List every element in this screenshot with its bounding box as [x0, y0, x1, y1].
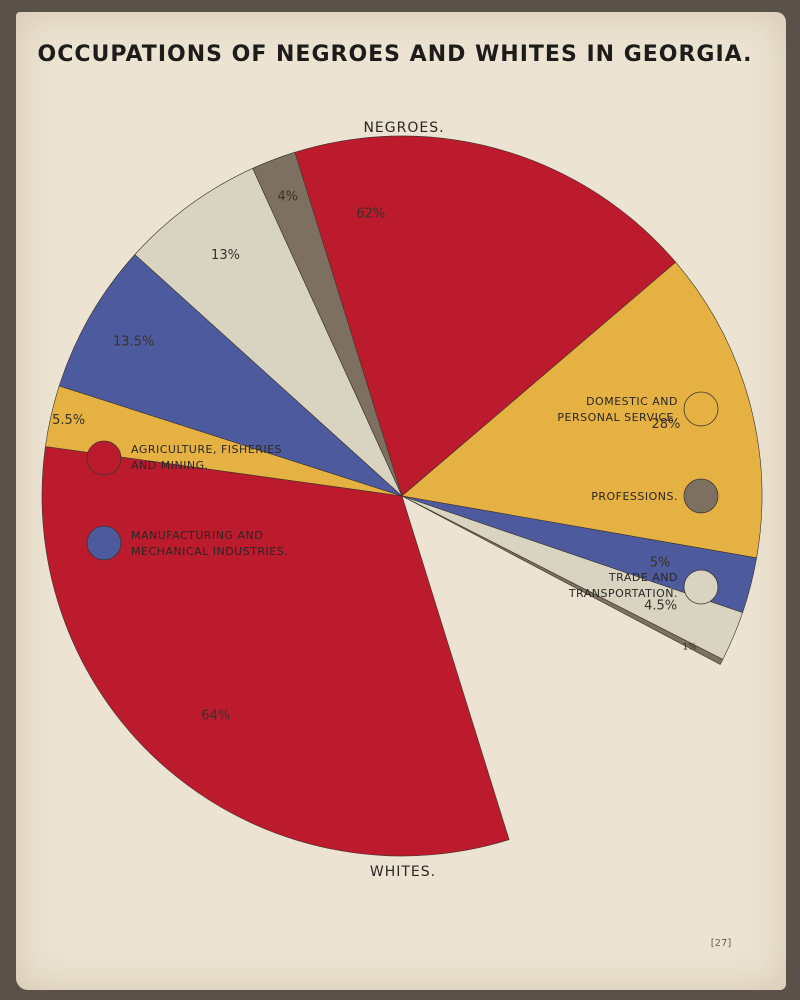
slice-label-negroes-domestic: 28%: [651, 417, 680, 432]
slice-label-whites-domestic: 5.5%: [52, 413, 85, 428]
legend-label-domestic: DOMESTIC AND: [586, 395, 678, 408]
slice-labels: 62% 28% 5% 4.5% 1% 64% 5.5% 13.5% 13% 4%: [52, 190, 697, 724]
pie-slices: [41, 135, 763, 857]
slice-label-negroes-trade: 4.5%: [644, 599, 677, 614]
whites-label: WHITES.: [370, 864, 436, 880]
slice-label-negroes-manufacturing: 5%: [650, 555, 671, 570]
negroes-label: NEGROES.: [363, 120, 444, 136]
legend-label-manufacturing: MECHANICAL INDUSTRIES.: [131, 545, 288, 558]
slice-label-whites-manufacturing: 13.5%: [113, 334, 154, 349]
slice-whites-manufacturing: [58, 254, 403, 497]
slice-label-negroes-professions: 1%: [682, 642, 697, 652]
chart-title: OCCUPATIONS OF NEGROES AND WHITES IN GEO…: [38, 42, 753, 67]
slice-whites-trade: [134, 168, 403, 497]
brown-circle-icon: [683, 478, 719, 514]
legend-label-agriculture: AGRICULTURE, FISHERIES: [131, 443, 282, 456]
legend-label-manufacturing: MANUFACTURING AND: [131, 529, 263, 542]
slice-label-whites-agriculture: 64%: [201, 709, 230, 724]
slice-label-whites-professions: 4%: [277, 190, 298, 205]
legend: AGRICULTURE, FISHERIES AND MINING. MANUFAC…: [86, 391, 719, 605]
red-circle-icon: [86, 440, 122, 476]
plate-number: [27]: [711, 938, 732, 949]
legend-label-domestic: PERSONAL SERVICE.: [557, 411, 678, 424]
legend-label-trade: TRADE AND: [608, 571, 678, 584]
beige-circle-icon: [683, 569, 719, 605]
legend-label-trade: TRANSPORTATION.: [568, 587, 678, 600]
blue-circle-icon: [86, 525, 122, 561]
legend-label-agriculture: AND MINING.: [131, 459, 209, 472]
slice-whites-agriculture: [41, 446, 510, 857]
slice-whites-professions: [252, 151, 403, 497]
legend-label-professions: PROFESSIONS.: [591, 490, 678, 503]
yellow-circle-icon: [683, 391, 719, 427]
slice-negroes-domestic: [401, 261, 763, 559]
slice-negroes-professions: [401, 495, 724, 665]
slice-label-negroes-agriculture: 62%: [356, 206, 385, 221]
slice-label-whites-trade: 13%: [211, 248, 240, 263]
